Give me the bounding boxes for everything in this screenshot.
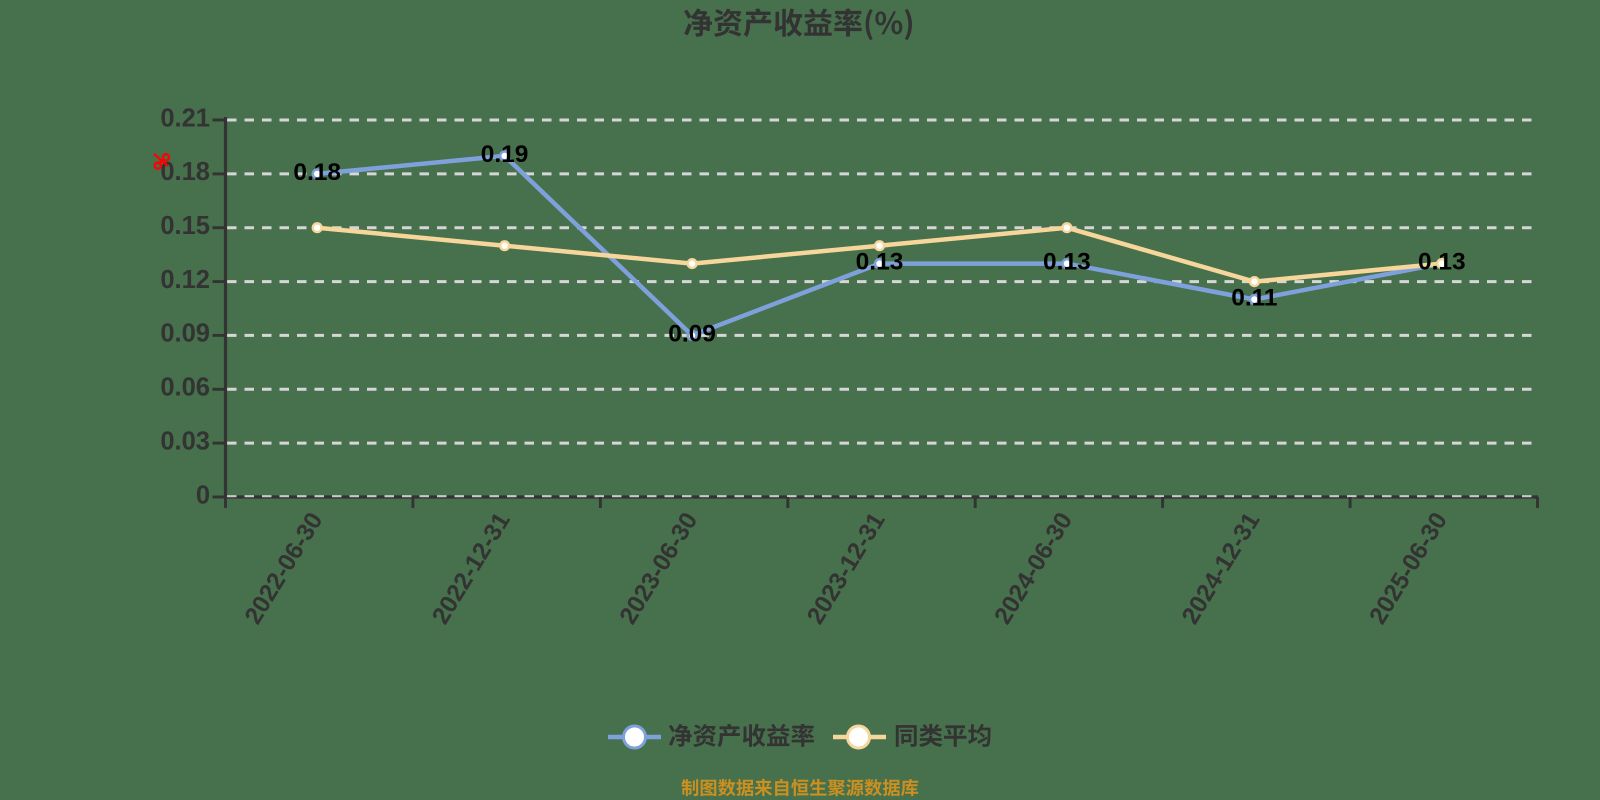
svg-text:0.18: 0.18	[160, 158, 210, 186]
svg-text:0.12: 0.12	[160, 266, 210, 294]
svg-text:0.19: 0.19	[481, 141, 529, 168]
svg-text:0.21: 0.21	[160, 104, 210, 132]
svg-text:0.13: 0.13	[1418, 249, 1466, 276]
svg-text:0.06: 0.06	[160, 374, 210, 402]
svg-text:0: 0	[196, 481, 210, 509]
svg-text:0.18: 0.18	[293, 159, 341, 186]
svg-text:0.09: 0.09	[160, 320, 210, 348]
svg-text:0.09: 0.09	[668, 320, 716, 347]
svg-text:0.13: 0.13	[856, 249, 904, 276]
svg-text:0.13: 0.13	[1043, 249, 1091, 276]
svg-text:0.11: 0.11	[1231, 285, 1277, 312]
svg-text:0.03: 0.03	[160, 427, 210, 455]
svg-text:0.15: 0.15	[160, 212, 210, 240]
